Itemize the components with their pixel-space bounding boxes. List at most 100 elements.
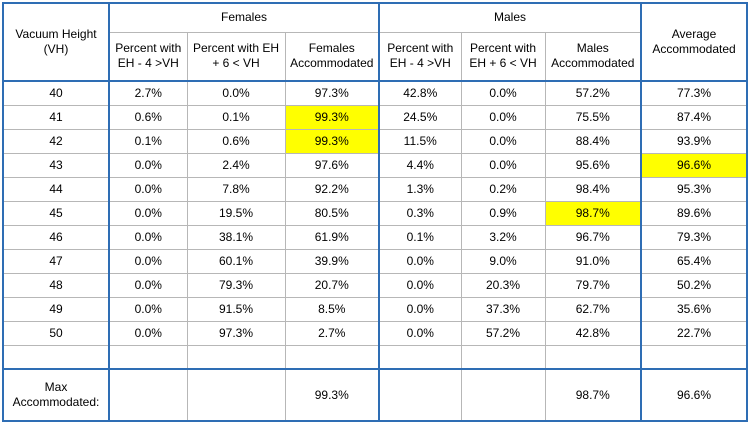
females-pct-low-cell: 0.0% xyxy=(108,200,188,226)
females-pct-low-cell: 0.6% xyxy=(108,104,188,130)
females-pct-low-cell: 0.1% xyxy=(108,128,188,154)
males-accommodated-cell: 88.4% xyxy=(544,128,642,154)
females-pct-low-cell: 0.0% xyxy=(108,248,188,274)
females-pct-low-cell: 0.0% xyxy=(108,296,188,322)
males-max-cell: 98.7% xyxy=(544,368,642,422)
vh-cell: 42 xyxy=(2,128,110,154)
females-accommodated-cell: 97.3% xyxy=(284,80,380,106)
table-row: 42 0.1% 0.6% 99.3% 11.5% 0.0% 88.4% 93.9% xyxy=(2,128,748,154)
females-accommodated-cell: 92.2% xyxy=(284,176,380,202)
females-pct-low-cell: 0.0% xyxy=(108,176,188,202)
empty-cell xyxy=(186,368,286,422)
table-row: 49 0.0% 91.5% 8.5% 0.0% 37.3% 62.7% 35.6% xyxy=(2,296,748,322)
males-pct-high-cell: 0.0% xyxy=(460,152,546,178)
table-row: 43 0.0% 2.4% 97.6% 4.4% 0.0% 95.6% 96.6% xyxy=(2,152,748,178)
table-row: 47 0.0% 60.1% 39.9% 0.0% 9.0% 91.0% 65.4% xyxy=(2,248,748,274)
males-pct-low-cell: 0.0% xyxy=(378,272,462,298)
empty-cell xyxy=(378,344,462,370)
empty-cell xyxy=(460,368,546,422)
empty-cell xyxy=(378,368,462,422)
females-pct-high-cell: 0.6% xyxy=(186,128,286,154)
males-pct-high-header: Percent with EH + 6 < VH xyxy=(460,31,546,82)
average-accommodated-cell: 35.6% xyxy=(640,296,748,322)
females-pct-high-cell: 38.1% xyxy=(186,224,286,250)
males-pct-low-header: Percent with EH - 4 >VH xyxy=(378,31,462,82)
males-accommodated-cell: 91.0% xyxy=(544,248,642,274)
females-pct-high-cell: 97.3% xyxy=(186,320,286,346)
empty-cell xyxy=(2,344,110,370)
vh-cell: 45 xyxy=(2,200,110,226)
females-accommodated-cell: 2.7% xyxy=(284,320,380,346)
females-pct-high-cell: 2.4% xyxy=(186,152,286,178)
vh-cell: 48 xyxy=(2,272,110,298)
empty-cell xyxy=(640,344,748,370)
males-pct-high-cell: 0.9% xyxy=(460,200,546,226)
males-pct-high-cell: 3.2% xyxy=(460,224,546,250)
males-pct-high-cell: 20.3% xyxy=(460,272,546,298)
males-accommodated-cell: 95.6% xyxy=(544,152,642,178)
males-accommodated-cell: 79.7% xyxy=(544,272,642,298)
females-pct-high-header: Percent with EH + 6 < VH xyxy=(186,31,286,82)
males-accommodated-cell: 62.7% xyxy=(544,296,642,322)
average-accommodated-cell: 22.7% xyxy=(640,320,748,346)
males-pct-high-cell: 9.0% xyxy=(460,248,546,274)
females-accommodated-cell: 39.9% xyxy=(284,248,380,274)
females-pct-low-cell: 0.0% xyxy=(108,224,188,250)
females-accommodated-cell: 99.3% xyxy=(284,104,380,130)
females-accommodated-cell: 97.6% xyxy=(284,152,380,178)
females-pct-high-cell: 91.5% xyxy=(186,296,286,322)
females-pct-high-cell: 19.5% xyxy=(186,200,286,226)
males-pct-low-cell: 11.5% xyxy=(378,128,462,154)
average-accommodated-cell: 50.2% xyxy=(640,272,748,298)
females-pct-high-cell: 79.3% xyxy=(186,272,286,298)
females-max-cell: 99.3% xyxy=(284,368,380,422)
males-accommodated-header: Males Accommodated xyxy=(544,31,642,82)
vh-cell: 40 xyxy=(2,80,110,106)
vh-cell: 43 xyxy=(2,152,110,178)
vh-header: Vacuum Height (VH) xyxy=(2,2,110,82)
males-accommodated-cell: 75.5% xyxy=(544,104,642,130)
males-pct-low-cell: 0.3% xyxy=(378,200,462,226)
males-pct-high-cell: 0.0% xyxy=(460,80,546,106)
average-accommodated-cell: 65.4% xyxy=(640,248,748,274)
males-pct-low-cell: 24.5% xyxy=(378,104,462,130)
females-pct-low-cell: 2.7% xyxy=(108,80,188,106)
average-accommodated-cell: 87.4% xyxy=(640,104,748,130)
males-accommodated-cell: 57.2% xyxy=(544,80,642,106)
males-accommodated-cell: 42.8% xyxy=(544,320,642,346)
females-pct-low-cell: 0.0% xyxy=(108,272,188,298)
vh-cell: 44 xyxy=(2,176,110,202)
empty-cell xyxy=(544,344,642,370)
males-pct-high-cell: 0.0% xyxy=(460,128,546,154)
females-pct-high-cell: 0.0% xyxy=(186,80,286,106)
max-accommodated-label: Max Accommodated: xyxy=(2,368,110,422)
females-accommodated-header: Females Accommodated xyxy=(284,31,380,82)
vh-cell: 41 xyxy=(2,104,110,130)
females-pct-low-cell: 0.0% xyxy=(108,152,188,178)
table-body: 40 2.7% 0.0% 97.3% 42.8% 0.0% 57.2% 77.3% 41 0.6%… xyxy=(2,80,748,422)
vh-cell: 50 xyxy=(2,320,110,346)
table-row: 40 2.7% 0.0% 97.3% 42.8% 0.0% 57.2% 77.3% xyxy=(2,80,748,106)
table-row: 48 0.0% 79.3% 20.7% 0.0% 20.3% 79.7% 50.2% xyxy=(2,272,748,298)
average-accommodated-cell: 89.6% xyxy=(640,200,748,226)
males-pct-low-cell: 0.0% xyxy=(378,248,462,274)
males-pct-low-cell: 0.0% xyxy=(378,296,462,322)
max-row: Max Accommodated: 99.3% 98.7% 96.6% xyxy=(2,368,748,422)
males-pct-high-cell: 0.0% xyxy=(460,104,546,130)
males-pct-high-cell: 57.2% xyxy=(460,320,546,346)
table-row: 41 0.6% 0.1% 99.3% 24.5% 0.0% 75.5% 87.4% xyxy=(2,104,748,130)
average-header: Average Accommodated xyxy=(640,2,748,82)
spacer-row xyxy=(2,344,748,370)
empty-cell xyxy=(186,344,286,370)
table-row: 44 0.0% 7.8% 92.2% 1.3% 0.2% 98.4% 95.3% xyxy=(2,176,748,202)
males-pct-low-cell: 0.0% xyxy=(378,320,462,346)
males-pct-high-cell: 37.3% xyxy=(460,296,546,322)
females-pct-high-cell: 60.1% xyxy=(186,248,286,274)
average-accommodated-cell: 96.6% xyxy=(640,152,748,178)
females-accommodated-cell: 20.7% xyxy=(284,272,380,298)
females-pct-high-cell: 7.8% xyxy=(186,176,286,202)
males-accommodated-cell: 98.7% xyxy=(544,200,642,226)
average-accommodated-cell: 93.9% xyxy=(640,128,748,154)
males-accommodated-cell: 98.4% xyxy=(544,176,642,202)
table-row: 50 0.0% 97.3% 2.7% 0.0% 57.2% 42.8% 22.7% xyxy=(2,320,748,346)
